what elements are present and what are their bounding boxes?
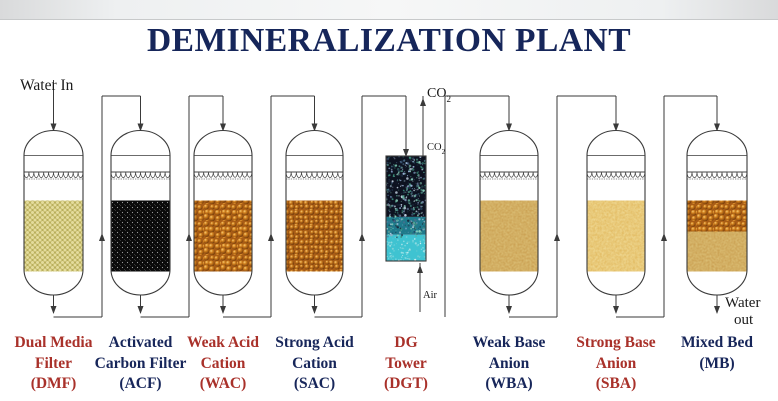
svg-text:CO2: CO2 <box>427 142 446 156</box>
svg-text:out: out <box>734 312 754 328</box>
svg-text:Water: Water <box>725 295 760 311</box>
svg-text:Water In: Water In <box>20 77 74 94</box>
svg-text:Air: Air <box>423 290 438 301</box>
svg-text:CO2: CO2 <box>427 86 451 104</box>
